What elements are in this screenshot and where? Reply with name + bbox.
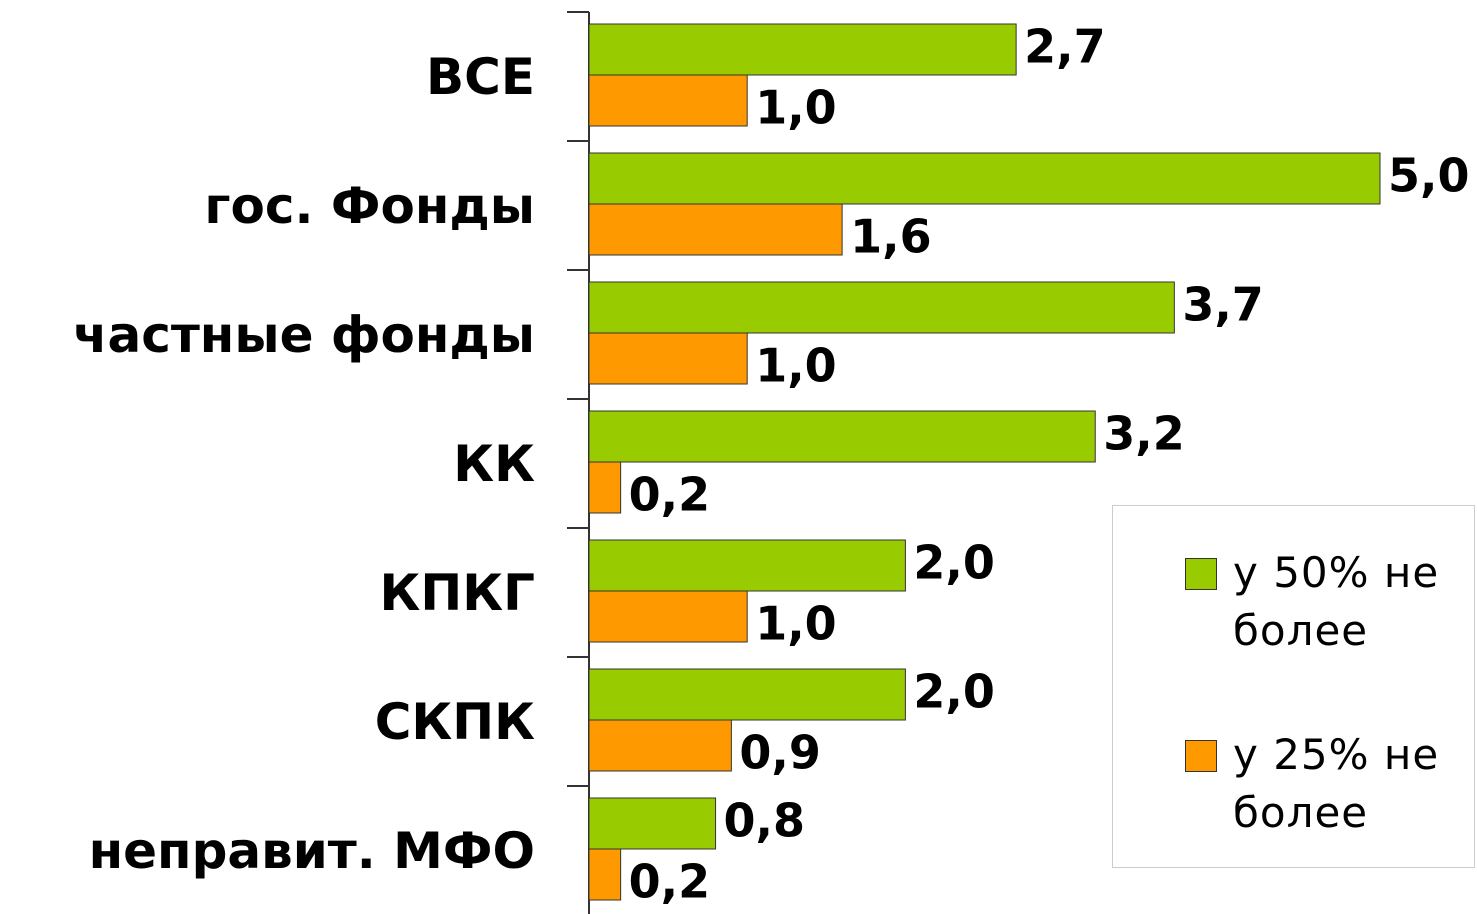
value-label: 1,0 xyxy=(755,597,837,651)
bar xyxy=(588,152,1381,205)
value-label: 2,0 xyxy=(913,536,995,590)
category-label: гос. Фонды xyxy=(204,177,535,235)
value-label: 0,2 xyxy=(629,855,711,909)
category-label: СКПК xyxy=(375,693,535,751)
bar xyxy=(588,668,906,721)
value-label: 0,9 xyxy=(739,726,821,780)
value-label: 3,2 xyxy=(1103,407,1185,461)
value-label: 0,2 xyxy=(629,468,711,522)
bar xyxy=(588,23,1017,76)
bar xyxy=(588,461,622,514)
bar xyxy=(588,719,732,772)
bar xyxy=(588,410,1096,463)
value-label: 5,0 xyxy=(1388,149,1470,203)
legend-label: у 25% не более xyxy=(1233,730,1440,837)
value-label: 0,8 xyxy=(724,794,806,848)
legend-label: у 50% не более xyxy=(1233,548,1440,655)
bar xyxy=(588,848,622,901)
value-label: 2,0 xyxy=(913,665,995,719)
legend-swatch xyxy=(1185,740,1217,772)
value-label: 1,0 xyxy=(755,81,837,135)
category-label: частные фонды xyxy=(73,306,535,364)
legend-swatch xyxy=(1185,558,1217,590)
category-label: КПКГ xyxy=(380,564,535,622)
value-label: 3,7 xyxy=(1182,278,1264,332)
category-label: КК xyxy=(453,435,535,493)
bar xyxy=(588,203,843,256)
bar xyxy=(588,332,748,385)
bar xyxy=(588,797,717,850)
bar xyxy=(588,539,906,592)
value-label: 1,6 xyxy=(850,210,932,264)
category-label: ВСЕ xyxy=(426,48,535,106)
legend: у 50% не более у 25% не более xyxy=(1112,505,1475,868)
value-label: 2,7 xyxy=(1024,20,1106,74)
value-label: 1,0 xyxy=(755,339,837,393)
bar xyxy=(588,590,748,643)
bar xyxy=(588,281,1175,334)
bar xyxy=(588,74,748,127)
category-label: неправит. МФО xyxy=(89,822,535,880)
